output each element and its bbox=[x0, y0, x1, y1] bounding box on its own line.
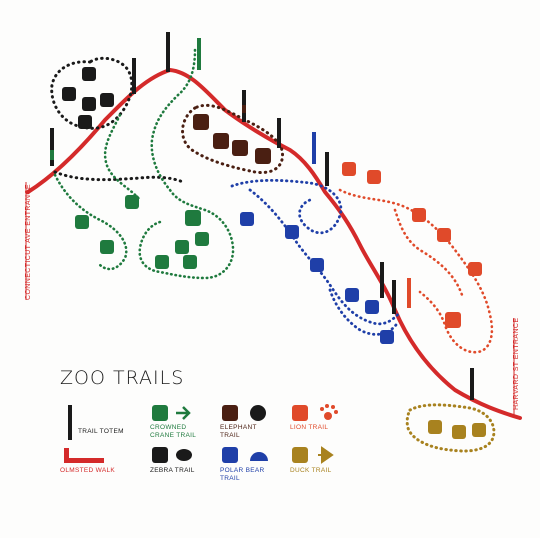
crane-trail-loop-inner bbox=[103, 113, 142, 202]
lion-icons bbox=[342, 162, 482, 328]
legend-lion: LION TRAIL bbox=[290, 424, 329, 431]
legend-trail-totem: TRAIL TOTEM bbox=[78, 428, 124, 435]
trail-totems bbox=[50, 32, 474, 400]
legend-zebra: ZEBRA TRAIL bbox=[150, 467, 195, 474]
lion-trail-inner bbox=[393, 208, 464, 297]
legend-icons bbox=[64, 404, 338, 464]
trail-totem-icon bbox=[407, 278, 411, 308]
half-sun-icon bbox=[250, 452, 268, 461]
duck-icons bbox=[428, 420, 486, 439]
trail-totem-icon bbox=[68, 405, 72, 440]
trail-totem-icon bbox=[380, 262, 384, 298]
elephant-icon bbox=[222, 405, 238, 421]
polar-bear-icon bbox=[222, 447, 238, 463]
elephant-icons bbox=[193, 114, 271, 164]
legend-duck: DUCK TRAIL bbox=[290, 467, 332, 474]
zebra-trail-path bbox=[50, 56, 134, 130]
crane-trail-loop-west bbox=[53, 173, 128, 271]
lion-icon bbox=[292, 405, 308, 421]
duck-icon bbox=[292, 447, 308, 463]
crane-icons bbox=[75, 195, 209, 269]
trail-totem-icon bbox=[197, 38, 201, 70]
west-entrance-label: CONNECTICUT AVE ENTRANCE bbox=[25, 184, 32, 300]
olmsted-walk-icon bbox=[64, 458, 104, 463]
oval-shape-icon bbox=[176, 449, 192, 461]
map-title: ZOO TRAILS bbox=[60, 367, 185, 389]
trail-totem-icon bbox=[470, 368, 474, 400]
legend-olmsted-walk: OLMSTED WALK bbox=[60, 467, 116, 474]
polar-bear-trail-path bbox=[230, 178, 343, 235]
zebra-trail-connector bbox=[53, 170, 187, 185]
legend-crowned-crane: CROWNED CRANE TRAIL bbox=[150, 424, 197, 439]
crowned-crane-icon bbox=[152, 405, 168, 421]
triangle-arrow-icon bbox=[318, 446, 334, 464]
trail-totem-icon bbox=[166, 32, 170, 72]
paw-print-icon bbox=[320, 404, 338, 420]
trail-totem-icon bbox=[392, 280, 396, 314]
zebra-icons bbox=[62, 67, 114, 129]
duck-trail-area bbox=[405, 403, 496, 453]
trail-totem-icon bbox=[242, 90, 246, 122]
olmsted-walk-path bbox=[26, 67, 522, 420]
trail-totem-icon bbox=[132, 58, 136, 94]
trail-totem-icon bbox=[50, 128, 54, 166]
arrow-right-icon bbox=[176, 406, 191, 420]
trail-totem-icon bbox=[325, 152, 329, 186]
trail-totem-icon bbox=[277, 118, 281, 148]
east-entrance-label: HARVARD ST ENTRANCE bbox=[513, 318, 520, 410]
polar-bear-icons bbox=[240, 212, 394, 344]
legend-elephant: ELEPHANT TRAIL bbox=[220, 424, 257, 439]
black-circle-icon bbox=[250, 405, 266, 421]
legend-polar-bear: POLAR BEAR TRAIL bbox=[220, 467, 265, 482]
polar-bear-trail-lower bbox=[248, 188, 402, 326]
crane-trail-path bbox=[138, 48, 235, 280]
zebra-icon bbox=[152, 447, 168, 463]
trail-totem-icon bbox=[312, 132, 316, 164]
